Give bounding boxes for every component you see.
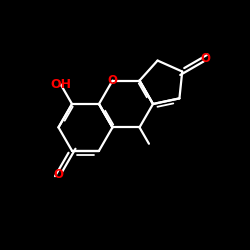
Text: O: O	[54, 168, 64, 181]
Text: O: O	[108, 74, 118, 87]
Text: O: O	[200, 52, 210, 64]
Text: OH: OH	[50, 78, 71, 90]
